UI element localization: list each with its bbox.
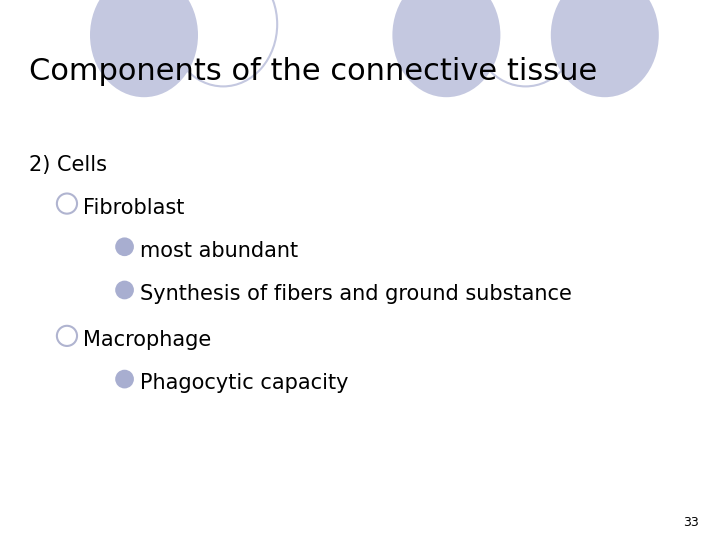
- Text: 33: 33: [683, 516, 698, 529]
- Text: Phagocytic capacity: Phagocytic capacity: [140, 373, 349, 394]
- Text: Synthesis of fibers and ground substance: Synthesis of fibers and ground substance: [140, 284, 572, 305]
- Text: 2) Cells: 2) Cells: [29, 154, 107, 175]
- Ellipse shape: [115, 370, 134, 388]
- Ellipse shape: [90, 0, 198, 97]
- Ellipse shape: [115, 238, 134, 256]
- Ellipse shape: [115, 281, 134, 299]
- Text: most abundant: most abundant: [140, 241, 299, 261]
- Text: Components of the connective tissue: Components of the connective tissue: [29, 57, 597, 86]
- Text: Fibroblast: Fibroblast: [83, 198, 184, 218]
- Ellipse shape: [551, 0, 659, 97]
- Ellipse shape: [392, 0, 500, 97]
- Text: Macrophage: Macrophage: [83, 330, 211, 350]
